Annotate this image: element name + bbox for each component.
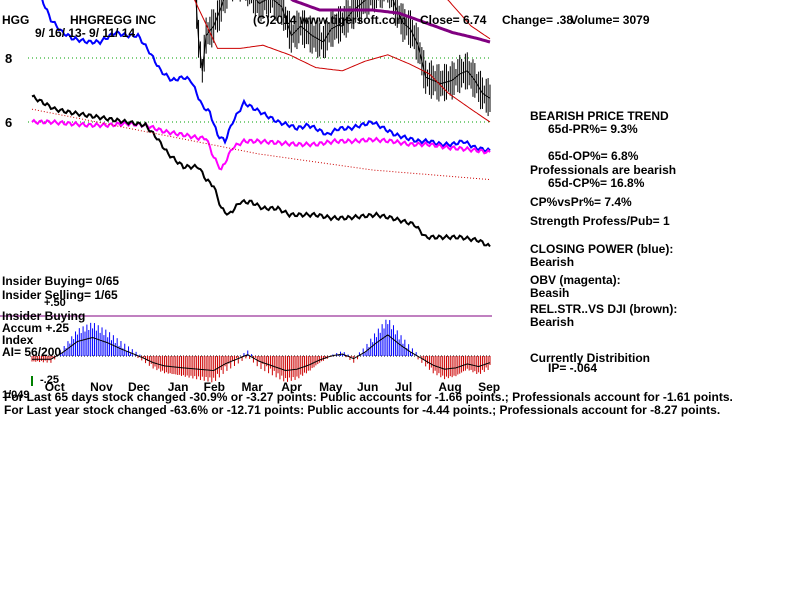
index-label: Index [2, 333, 34, 347]
y-axis-tick-labels: 20181614121086 [5, 0, 19, 130]
month-label: Nov [90, 380, 113, 394]
month-label: Oct [45, 380, 65, 394]
accumulation-average [32, 334, 491, 372]
insider-buying: Insider Buying= 0/65 [2, 274, 120, 288]
change-value: Change= .38 [502, 13, 574, 27]
month-label: May [319, 380, 343, 394]
footer-last-year: For Last year stock changed -63.6% or -1… [4, 403, 721, 417]
month-labels: Oct Nov Dec Jan Feb Mar Apr May Jun Jul Aug Sep [45, 380, 500, 394]
ip-value: IP= -.064 [548, 361, 598, 375]
professionals-status: Professionals are bearish [530, 163, 677, 177]
indicator-lines [31, 0, 491, 248]
accumulation-histogram [31, 319, 491, 383]
obv-value: Beasih [530, 286, 570, 300]
relstr-label: REL.STR..VS DJI (brown): [530, 302, 678, 316]
series-relstr [31, 94, 491, 248]
date-range: 9/ 16/ 13- 9/ 11/ 14 [35, 26, 136, 40]
obv-label: OBV (magenta): [530, 273, 621, 287]
cp-vs-pr: CP%vsPr%= 7.4% [530, 195, 632, 209]
accum-label: Accum +.25 [2, 321, 70, 335]
series-ma [290, 0, 491, 44]
month-label: Mar [242, 380, 264, 394]
op-value: 65d-OP%= 6.8% [548, 149, 639, 163]
ai-value: AI= 56/200 [2, 345, 62, 359]
footer-65-days: For Last 65 days stock changed -30.9% or… [4, 390, 733, 404]
month-label: Jul [395, 380, 412, 394]
closing-power-value: Bearish [530, 255, 575, 269]
month-label: Apr [281, 380, 302, 394]
hist-scale-plus50: +.50 [44, 297, 66, 309]
series-closing_power [41, 0, 491, 153]
y-tick-label: 8 [5, 51, 12, 66]
series-lower_band [194, 0, 491, 123]
month-label: Feb [204, 380, 225, 394]
month-label: Sep [478, 380, 500, 394]
strength-ratio: Strength Profess/Pub= 1 [530, 214, 670, 228]
close-value: Close= 6.74 [420, 13, 487, 27]
series-obv [31, 118, 491, 171]
ticker: HGG [2, 13, 30, 27]
company-name: HHGREGG INC [70, 13, 157, 27]
month-label: Dec [128, 380, 150, 394]
copyright: (C)2014 www.tigersoft.com [253, 13, 407, 27]
month-label: Jan [168, 380, 189, 394]
relstr-value: Bearish [530, 315, 575, 329]
closing-power-label: CLOSING POWER (blue): [530, 242, 674, 256]
month-label: Jun [357, 380, 378, 394]
hist-scale-minus25: -.25 [40, 374, 59, 386]
indicator-ma [31, 108, 491, 181]
chart-code: 1/049 [2, 389, 30, 401]
insider-selling: Insider Selling= 1/65 [2, 288, 118, 302]
y-tick-label: 6 [5, 115, 12, 130]
y-tick-label: 10 [5, 0, 19, 2]
volume-value: Volume= 3079 [570, 13, 650, 27]
price-trend: BEARISH PRICE TREND [530, 109, 669, 123]
month-label: Aug [438, 380, 461, 394]
distribution-status: Currently Distribition [530, 351, 651, 365]
insider-buying-line-label: Insider Buying [2, 309, 86, 323]
pr-value: 65d-PR%= 9.3% [548, 122, 638, 136]
cp-value: 65d-CP%= 16.8% [548, 176, 645, 190]
